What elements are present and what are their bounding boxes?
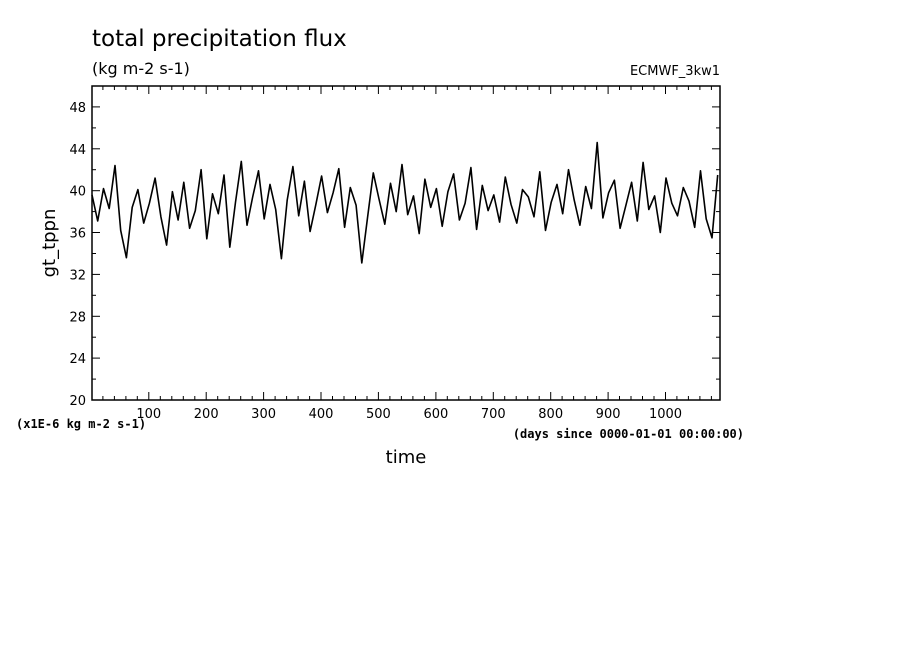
y-tick-label: 48	[69, 101, 86, 116]
x-axis-tick-labels: 100 200 300 400 500 600 700 800 900 1000	[136, 407, 682, 422]
y-axis-tick-labels: 20 24 28 32 36 40 44 48	[69, 101, 86, 409]
y-axis-ticks	[92, 85, 720, 401]
x-tick-label: 300	[251, 407, 276, 422]
x-unit-note: (days since 0000-01-01 00:00:00)	[513, 427, 744, 441]
y-scale-note: (x1E-6 kg m-2 s-1)	[16, 417, 146, 431]
data-source-label: ECMWF_3kw1	[630, 64, 720, 79]
x-axis-ticks	[102, 86, 712, 400]
series-line-gt-tppn	[91, 141, 719, 264]
y-tick-label: 28	[69, 310, 86, 325]
y-tick-label: 40	[69, 185, 86, 200]
x-axis-label: time	[386, 447, 427, 468]
x-tick-label: 800	[538, 407, 563, 422]
chart-title: total precipitation flux	[92, 26, 347, 52]
plot-frame	[91, 85, 721, 401]
y-tick-label: 32	[69, 268, 86, 283]
y-tick-label: 36	[69, 227, 86, 242]
y-tick-label: 24	[69, 352, 86, 367]
x-tick-label: 900	[596, 407, 621, 422]
y-tick-label: 20	[69, 394, 86, 409]
y-axis-label: gt_tppn	[39, 209, 60, 278]
x-tick-label: 200	[194, 407, 219, 422]
y-tick-label: 44	[69, 143, 86, 158]
x-tick-label: 600	[423, 407, 448, 422]
x-tick-label: 500	[366, 407, 391, 422]
x-tick-label: 1000	[649, 407, 682, 422]
x-tick-label: 700	[481, 407, 506, 422]
x-tick-label: 400	[309, 407, 334, 422]
x-tick-label: 100	[136, 407, 161, 422]
chart-units: (kg m-2 s-1)	[92, 59, 190, 78]
